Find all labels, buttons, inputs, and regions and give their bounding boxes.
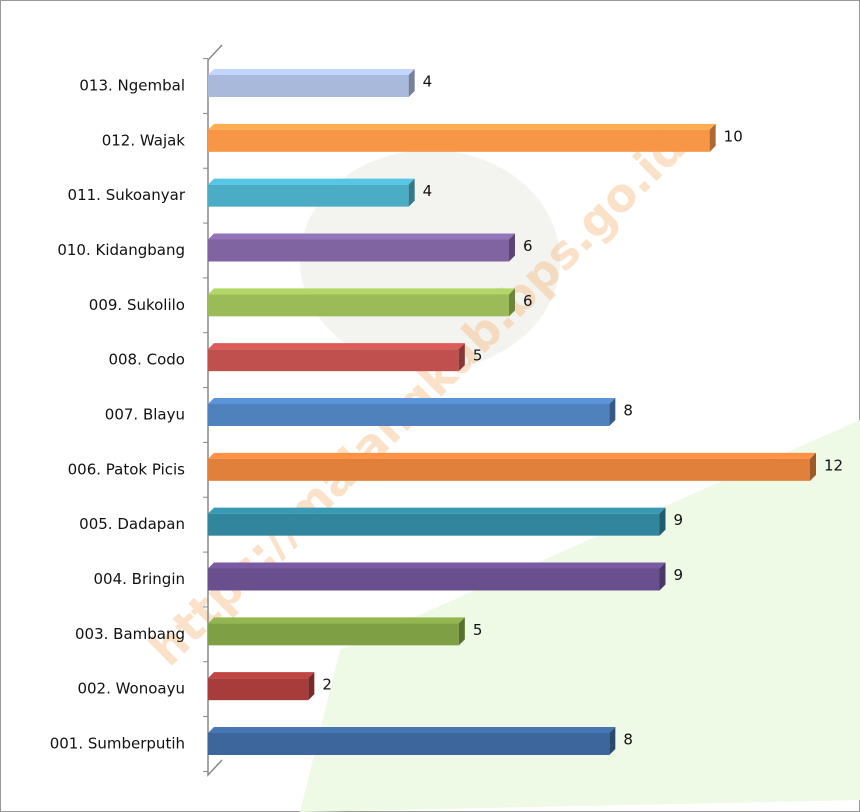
bar bbox=[208, 733, 610, 755]
bar-end bbox=[458, 343, 465, 372]
value-label: 2 bbox=[322, 676, 332, 694]
bar bbox=[208, 568, 660, 591]
bar-end bbox=[659, 507, 666, 536]
y-tick-label: 012. Wajak bbox=[102, 131, 186, 149]
bar bbox=[208, 623, 459, 646]
background bbox=[300, 420, 860, 812]
value-label: 9 bbox=[674, 511, 684, 529]
value-label: 5 bbox=[473, 621, 483, 639]
y-tick-label: 013. Ngembal bbox=[79, 77, 185, 95]
bar bbox=[208, 513, 660, 536]
bar bbox=[208, 294, 509, 317]
value-label: 8 bbox=[623, 731, 633, 749]
value-label: 4 bbox=[423, 73, 433, 91]
y-tick-label: 009. Sukolilo bbox=[89, 296, 185, 314]
value-label: 9 bbox=[674, 566, 684, 584]
y-tick-label: 011. Sukoanyar bbox=[68, 186, 186, 204]
bar-top bbox=[208, 562, 666, 569]
bar bbox=[208, 129, 710, 152]
bar-end bbox=[408, 178, 415, 207]
y-tick-label: 004. Bringin bbox=[94, 570, 186, 588]
bar-top bbox=[208, 617, 465, 624]
value-label: 6 bbox=[523, 292, 533, 310]
bar-top bbox=[208, 123, 716, 130]
bar-end bbox=[609, 727, 616, 755]
bar bbox=[208, 239, 509, 262]
bar-top bbox=[208, 452, 816, 459]
bar-top bbox=[208, 69, 415, 75]
bar bbox=[208, 349, 459, 372]
bar-top bbox=[208, 398, 616, 404]
bar bbox=[208, 678, 309, 701]
bar-end bbox=[609, 398, 616, 426]
bar-end bbox=[709, 123, 716, 152]
y-tick-label: 007. Blayu bbox=[105, 406, 185, 424]
value-label: 12 bbox=[824, 456, 843, 474]
y-tick-label: 005. Dadapan bbox=[79, 515, 185, 533]
bar-end bbox=[659, 562, 666, 591]
bar bbox=[208, 404, 610, 426]
value-label: 10 bbox=[724, 127, 743, 145]
value-label: 6 bbox=[523, 237, 533, 255]
bar bbox=[208, 75, 409, 97]
y-tick-label: 010. Kidangbang bbox=[57, 241, 185, 259]
value-label: 8 bbox=[623, 402, 633, 420]
bar-top bbox=[208, 507, 666, 514]
value-label: 4 bbox=[423, 182, 433, 200]
bar-top bbox=[208, 672, 315, 679]
y-tick-label: 001. Sumberputih bbox=[50, 735, 185, 753]
bar bbox=[208, 184, 409, 207]
y-tick-label: 008. Codo bbox=[108, 351, 185, 369]
bar-top bbox=[208, 727, 616, 733]
bar bbox=[208, 458, 810, 481]
bar-end bbox=[810, 452, 816, 481]
bar-end bbox=[509, 233, 515, 262]
bar-top bbox=[208, 233, 515, 240]
value-label: 5 bbox=[473, 347, 483, 365]
bar-top bbox=[208, 343, 465, 350]
y-tick-label: 006. Patok Picis bbox=[68, 460, 186, 478]
bar-end bbox=[308, 672, 315, 701]
bar-top bbox=[208, 288, 515, 295]
bar-end bbox=[458, 617, 465, 646]
y-tick-label: 003. Bambang bbox=[75, 625, 185, 643]
bar-end bbox=[509, 288, 515, 317]
bar-top bbox=[208, 178, 415, 185]
bar-end bbox=[408, 69, 415, 97]
y-tick-label: 002. Wonoayu bbox=[77, 680, 185, 698]
